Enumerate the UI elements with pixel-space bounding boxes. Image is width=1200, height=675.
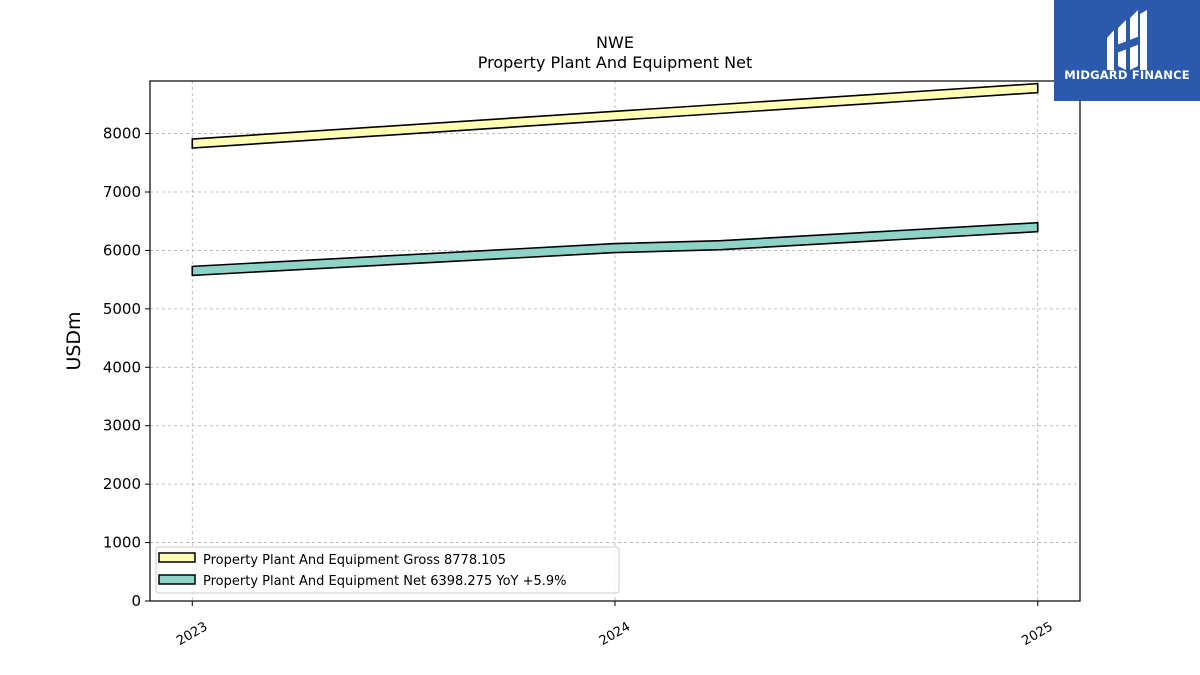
y-tick-label: 8000 bbox=[103, 125, 141, 143]
legend-box bbox=[155, 546, 620, 594]
series-line-net bbox=[191, 221, 1039, 277]
logo: MIDGARD FINANCE bbox=[1054, 0, 1200, 101]
y-tick-label: 3000 bbox=[103, 417, 141, 435]
grid-lines bbox=[150, 81, 1080, 602]
series-group bbox=[191, 82, 1039, 277]
y-tick-label: 2000 bbox=[103, 475, 141, 493]
y-tick-label: 4000 bbox=[103, 358, 141, 376]
legend: Property Plant And Equipment Gross 8778.… bbox=[155, 546, 620, 594]
x-tick-label: 2023 bbox=[174, 619, 210, 649]
legend-label-gross: Property Plant And Equipment Gross 8778.… bbox=[203, 553, 506, 568]
y-tick-label: 6000 bbox=[103, 241, 141, 259]
logo-text: MIDGARD FINANCE bbox=[1064, 68, 1190, 82]
x-tick-label: 2024 bbox=[597, 619, 633, 649]
x-axis: 2023 2024 2025 bbox=[174, 601, 1056, 649]
legend-label-net: Property Plant And Equipment Net 6398.27… bbox=[203, 574, 567, 589]
chart-subtitle: Property Plant And Equipment Net bbox=[478, 53, 753, 72]
y-axis: 0 1000 2000 3000 4000 5000 6000 7000 8000 bbox=[103, 125, 150, 610]
y-tick-label: 7000 bbox=[103, 183, 141, 201]
y-tick-label: 1000 bbox=[103, 534, 141, 552]
y-axis-label: USDm bbox=[63, 311, 85, 370]
y-tick-label: 0 bbox=[131, 592, 141, 610]
y-tick-label: 5000 bbox=[103, 300, 141, 318]
logo-mark-icon bbox=[1107, 10, 1147, 70]
chart-title: NWE bbox=[596, 33, 634, 52]
legend-swatch-net bbox=[158, 574, 196, 585]
x-tick-label: 2025 bbox=[1020, 619, 1056, 649]
series-line-gross bbox=[191, 82, 1039, 149]
legend-swatch-gross bbox=[158, 552, 196, 563]
